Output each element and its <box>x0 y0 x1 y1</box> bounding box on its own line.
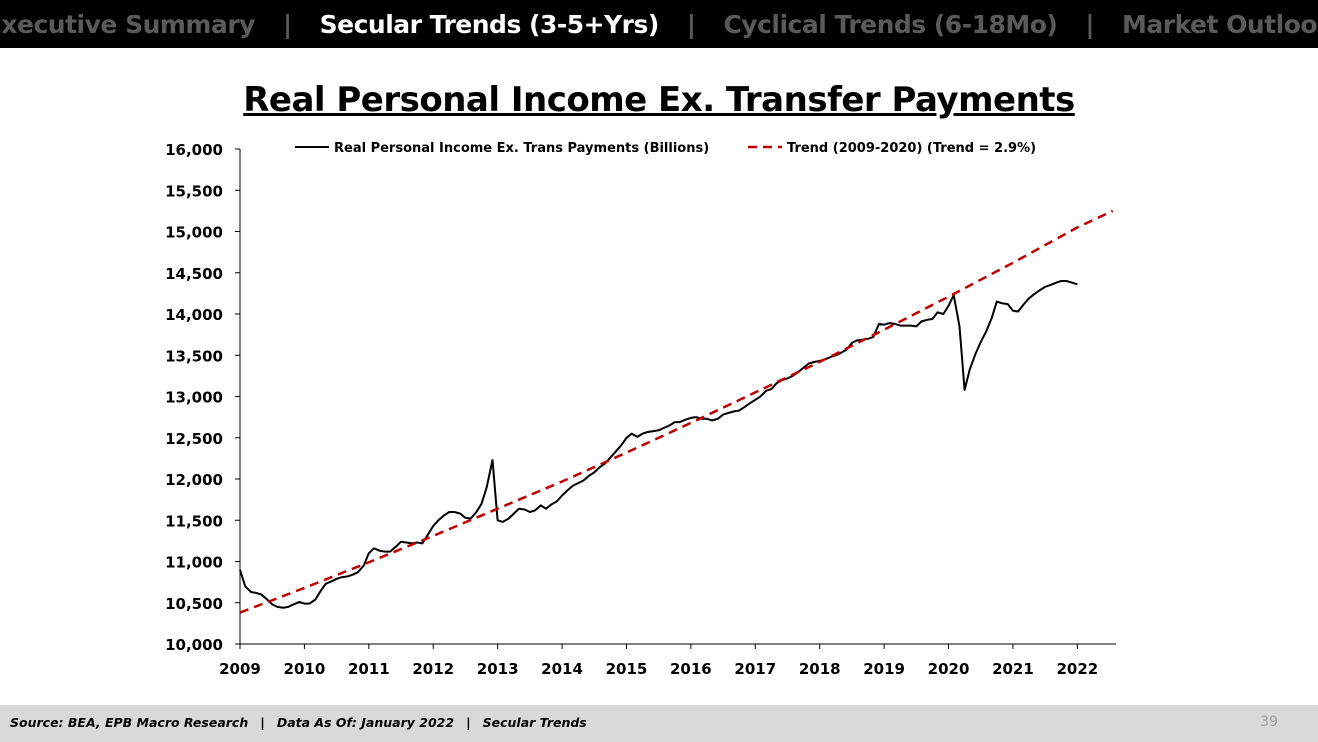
y-tick-label: 13,500 <box>165 347 223 365</box>
nav-separator: | <box>686 9 696 39</box>
tab-market-outlook[interactable]: Market Outlook <box>1122 9 1318 39</box>
y-tick-label: 10,000 <box>165 636 223 654</box>
x-tick-label: 2014 <box>541 660 583 678</box>
x-tick-label: 2010 <box>284 660 326 678</box>
y-tick-label: 11,500 <box>165 512 223 530</box>
footer-separator: | <box>466 715 471 730</box>
x-tick-label: 2019 <box>863 660 905 678</box>
top-navigation: Executive Summary | Secular Trends (3-5+… <box>0 0 1318 48</box>
y-tick-label: 12,000 <box>165 471 223 489</box>
x-tick-label: 2012 <box>412 660 454 678</box>
y-tick-label: 15,000 <box>165 224 223 242</box>
y-tick-label: 15,500 <box>165 182 223 200</box>
footer-source: Source: BEA, EPB Macro Research <box>10 715 249 730</box>
y-tick-label: 14,500 <box>165 265 223 283</box>
tab-secular-trends[interactable]: Secular Trends (3-5+Yrs) <box>319 9 660 39</box>
x-tick-label: 2015 <box>606 660 648 678</box>
legend-label: Trend (2009-2020) (Trend = 2.9%) <box>787 141 1036 156</box>
page-number: 39 <box>1260 714 1278 730</box>
x-tick-label: 2021 <box>992 660 1034 678</box>
x-tick-label: 2011 <box>348 660 390 678</box>
x-tick-label: 2017 <box>734 660 776 678</box>
page-title: Real Personal Income Ex. Transfer Paymen… <box>243 80 1075 120</box>
tab-executive-summary[interactable]: Executive Summary <box>0 9 255 39</box>
x-tick-label: 2020 <box>928 660 970 678</box>
y-tick-label: 11,000 <box>165 554 223 572</box>
legend-label: Real Personal Income Ex. Trans Payments … <box>334 141 709 156</box>
income-series-line <box>239 280 1078 609</box>
footer-section: Secular Trends <box>482 715 587 730</box>
y-tick-label: 10,500 <box>165 595 223 613</box>
x-tick-label: 2016 <box>670 660 712 678</box>
y-tick-label: 14,000 <box>165 306 223 324</box>
nav-separator: | <box>282 9 292 39</box>
x-tick-label: 2009 <box>219 660 261 678</box>
tab-cyclical-trends[interactable]: Cyclical Trends (6-18Mo) <box>723 9 1058 39</box>
y-tick-label: 16,000 <box>165 141 223 159</box>
footer-separator: | <box>260 715 265 730</box>
x-tick-label: 2022 <box>1056 660 1098 678</box>
footer-data-as-of: Data As Of: January 2022 <box>276 715 455 730</box>
y-tick-label: 13,000 <box>165 389 223 407</box>
footer-text: Source: BEA, EPB Macro Research | Data As … <box>10 715 587 730</box>
footer-bar: Source: BEA, EPB Macro Research | Data As … <box>0 705 1318 742</box>
x-tick-label: 2013 <box>477 660 519 678</box>
nav-separator: | <box>1085 9 1094 39</box>
y-tick-label: 12,500 <box>165 430 223 448</box>
x-tick-label: 2018 <box>799 660 841 678</box>
